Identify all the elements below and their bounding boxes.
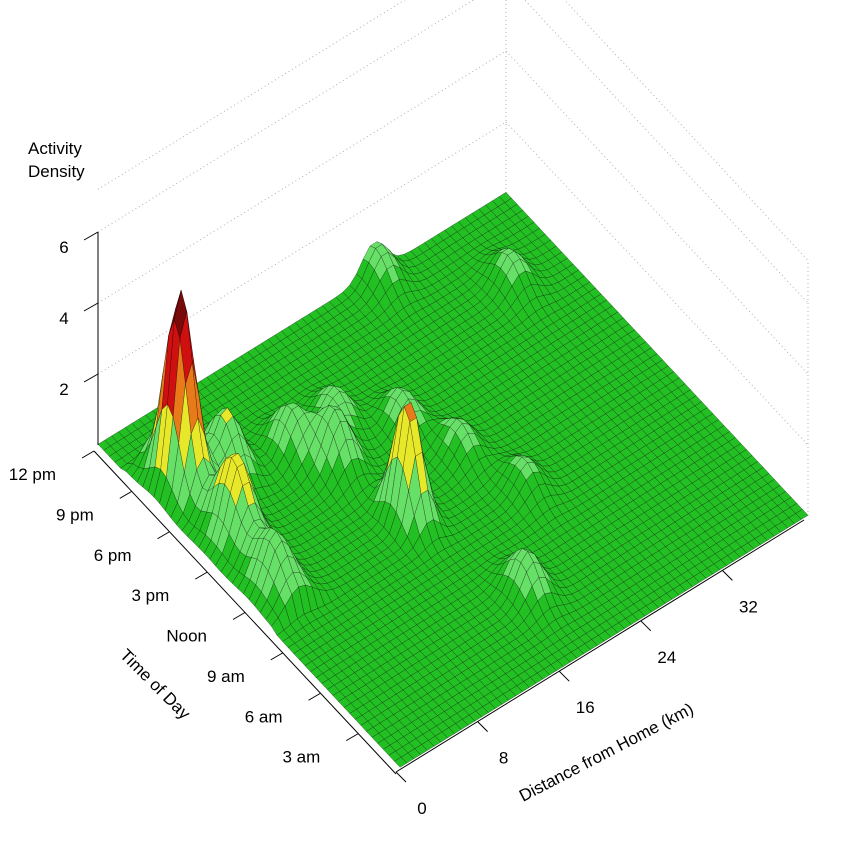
z-tick-mark (83, 302, 99, 312)
y-tick-mark (270, 652, 284, 661)
x-axis-line (395, 519, 805, 773)
y-tick-label: 9 pm (56, 505, 94, 524)
y-tick-mark (232, 612, 246, 620)
z-tick-label: 4 (59, 309, 68, 328)
y-tick-label: 9 am (207, 667, 245, 686)
x-tick-label: 24 (657, 648, 676, 667)
y-tick-label: Noon (166, 627, 207, 646)
x-tick-mark (722, 570, 733, 581)
x-tick-mark (477, 721, 488, 732)
y-tick-label: 3 pm (131, 586, 169, 605)
y-tick-label: 6 pm (94, 546, 132, 565)
y-tick-mark (119, 490, 133, 499)
y-tick-label: 6 am (245, 707, 283, 726)
x-tick-mark (640, 620, 652, 632)
y-tick-label: 12 pm (9, 465, 56, 484)
z-tick-mark (83, 373, 99, 383)
x-tick-label: 8 (499, 749, 508, 768)
x-tick-mark (395, 771, 407, 783)
grid-back-top-left (97, 0, 406, 190)
x-tick-label: 0 (417, 799, 426, 818)
z-tick-mark (83, 231, 99, 241)
y-tick-mark (81, 450, 95, 459)
grid-line-right-z6 (524, 0, 809, 304)
surface-patch (394, 756, 408, 768)
z-axis-label-line-2: Density (28, 162, 85, 181)
y-tick-mark (345, 733, 359, 742)
back-grid (97, 0, 809, 516)
x-tick-label: 16 (576, 698, 595, 717)
grid-back-top-right (563, 0, 809, 261)
surface-mesh (97, 192, 809, 768)
x-tick-label: 32 (739, 597, 758, 616)
x-axis-title: Distance from Home (km) (516, 699, 697, 805)
y-axis-title: Time of Day (116, 645, 194, 723)
z-axis-label-line-1: Activity (28, 139, 82, 158)
z-tick-label: 2 (59, 380, 68, 399)
grid-line-back-z6 (97, 0, 475, 233)
grid-line-right-z4 (505, 50, 809, 375)
z-tick-label: 6 (59, 238, 68, 257)
y-tick-label: 3 am (282, 748, 320, 767)
x-tick-mark (558, 670, 570, 682)
grid-line-right-z2 (505, 121, 809, 446)
y-tick-mark (194, 571, 208, 580)
y-tick-mark (308, 692, 321, 701)
y-tick-mark (157, 531, 170, 540)
